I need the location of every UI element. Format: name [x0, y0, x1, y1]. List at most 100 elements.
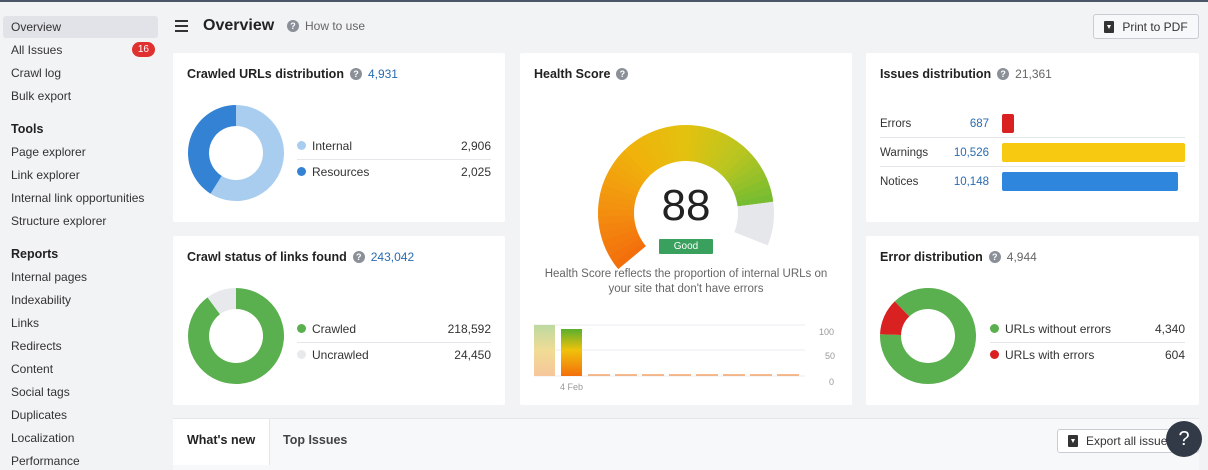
history-bar[interactable] — [534, 325, 555, 376]
help-icon[interactable]: ? — [616, 68, 629, 80]
divider — [297, 342, 491, 343]
menu-toggle-icon[interactable] — [175, 20, 188, 32]
issues-bar-notices — [1002, 172, 1178, 191]
history-bar[interactable] — [561, 329, 582, 376]
gauge-remaining — [734, 201, 774, 246]
divider — [297, 159, 491, 160]
issues-distribution-card: Issues distribution ? 21,361 Errors 687 … — [866, 53, 1199, 222]
legend-internal[interactable]: Internal 2,906 — [297, 133, 491, 158]
page-title: Overview — [203, 17, 275, 34]
how-to-use-link[interactable]: ? How to use — [287, 19, 365, 33]
crawl-status-donut — [188, 288, 284, 384]
sidebar-item-page-explorer[interactable]: Page explorer — [11, 145, 86, 159]
legend-uncrawled[interactable]: Uncrawled 24,450 — [297, 342, 491, 367]
gauge-fill-segment — [702, 129, 723, 166]
legend-urls-with-errors[interactable]: URLs with errors 604 — [990, 342, 1185, 367]
sidebar-item-content[interactable]: Content — [11, 362, 54, 376]
gauge-fill-segment — [658, 127, 675, 164]
donut-slice-urls-with-errors[interactable] — [880, 301, 910, 335]
crawled-urls-total[interactable]: 4,931 — [367, 67, 398, 81]
tab-top-issues[interactable]: Top Issues — [283, 433, 348, 447]
help-icon[interactable]: ? — [349, 68, 362, 80]
gauge-fill-segment — [731, 170, 768, 193]
gauge-fill-segment — [605, 169, 641, 192]
health-status-badge: Good — [659, 239, 713, 254]
gauge-fill-segment — [608, 237, 644, 263]
legend-urls-without-errors[interactable]: URLs without errors 4,340 — [990, 316, 1185, 341]
gauge-fill-segment — [605, 233, 641, 256]
sidebar-item-performance[interactable]: Performance — [11, 454, 80, 468]
gauge-fill-segment — [711, 136, 737, 171]
sidebar-item-overview[interactable]: Overview — [3, 16, 158, 38]
health-score-title: Health Score ? — [534, 67, 629, 81]
issues-row-value: 687 — [969, 118, 989, 130]
legend-swatch — [297, 167, 306, 176]
how-to-use-label: How to use — [305, 19, 366, 33]
legend-value: 218,592 — [447, 321, 491, 336]
divider — [990, 342, 1185, 343]
gauge-fill-segment — [726, 157, 760, 185]
legend-value: 2,025 — [460, 164, 491, 179]
sidebar-item-structure-explorer[interactable]: Structure explorer — [11, 214, 107, 228]
gauge-fill-segment — [598, 200, 635, 211]
health-history-chart[interactable] — [530, 315, 830, 395]
gauge-fill-segment — [643, 132, 666, 168]
issues-count-badge: 16 — [131, 42, 155, 57]
gauge-fill-segment — [719, 145, 750, 177]
donut-slice-crawled[interactable] — [188, 288, 284, 384]
sidebar-item-duplicates[interactable]: Duplicates — [11, 408, 68, 422]
gauge-fill-segment — [598, 219, 636, 233]
legend-crawled[interactable]: Crawled 218,592 — [297, 316, 491, 341]
gauge-fill-segment — [600, 184, 637, 201]
issues-row-errors[interactable]: Errors 687 — [880, 111, 1185, 139]
print-to-pdf-label: Print to PDF — [1122, 19, 1188, 34]
donut-slice-resources[interactable] — [188, 105, 236, 194]
donut-slice-urls-without-errors[interactable] — [880, 288, 976, 384]
sidebar-item-bulk-export[interactable]: Bulk export — [11, 89, 72, 103]
sidebar-item-localization[interactable]: Localization — [11, 431, 75, 445]
gauge-fill-segment — [707, 132, 730, 168]
export-all-issues-label: Export all issues — [1086, 434, 1174, 448]
sidebar-item-internal-pages[interactable]: Internal pages — [11, 270, 88, 284]
health-score-value: 88 — [661, 181, 711, 230]
sidebar-item-crawl-log[interactable]: Crawl log — [11, 66, 62, 80]
tab-whats-new[interactable]: What's new — [173, 419, 271, 465]
help-icon[interactable]: ? — [352, 251, 365, 263]
error-distribution-donut — [880, 288, 976, 384]
gauge-fill-segment — [624, 144, 654, 177]
help-icon[interactable]: ? — [997, 68, 1010, 80]
health-score-gauge — [598, 125, 774, 270]
gauge-fill-segment — [598, 214, 635, 225]
donut-slice-uncrawled[interactable] — [207, 288, 236, 315]
gauge-fill-segment — [693, 125, 708, 163]
tools-heading: Tools — [11, 122, 44, 136]
help-chat-button[interactable]: ? — [1166, 421, 1202, 457]
error-distribution-title-text: Error distribution — [880, 250, 983, 264]
sidebar-item-indexability[interactable]: Indexability — [11, 293, 72, 307]
sidebar-item-all-issues[interactable]: All Issues 16 — [3, 39, 158, 61]
legend-value: 604 — [1164, 347, 1185, 362]
error-distribution-total: 4,944 — [1006, 250, 1037, 264]
donut-slice-internal[interactable] — [210, 105, 284, 201]
sidebar-item-redirects[interactable]: Redirects — [11, 339, 62, 353]
sidebar-item-links[interactable]: Links — [11, 316, 40, 330]
issues-row-warnings[interactable]: Warnings 10,526 — [880, 140, 1185, 168]
issues-distribution-title-text: Issues distribution — [880, 67, 992, 81]
issues-row-notices[interactable]: Notices 10,148 — [880, 169, 1185, 197]
gauge-fill-segment — [602, 229, 639, 249]
gauge-fill-segment — [682, 125, 692, 162]
gauge-fill-segment — [650, 129, 671, 166]
crawl-status-total[interactable]: 243,042 — [370, 250, 415, 264]
sidebar-item-internal-link-opportunities[interactable]: Internal link opportunities — [11, 191, 145, 205]
sidebar-item-social-tags[interactable]: Social tags — [11, 385, 70, 399]
help-icon[interactable]: ? — [988, 251, 1001, 263]
sidebar-item-link-explorer[interactable]: Link explorer — [11, 168, 80, 182]
gauge-fill-segment — [729, 163, 764, 189]
print-to-pdf-button[interactable]: Print to PDF — [1093, 14, 1199, 39]
issues-bar-warnings — [1002, 143, 1185, 162]
gauge-fill-segment — [736, 193, 774, 207]
issues-row-label: Errors — [880, 118, 912, 130]
crawl-status-title-text: Crawl status of links found — [187, 250, 347, 264]
issues-row-label: Warnings — [880, 147, 929, 159]
legend-resources[interactable]: Resources 2,025 — [297, 159, 491, 184]
